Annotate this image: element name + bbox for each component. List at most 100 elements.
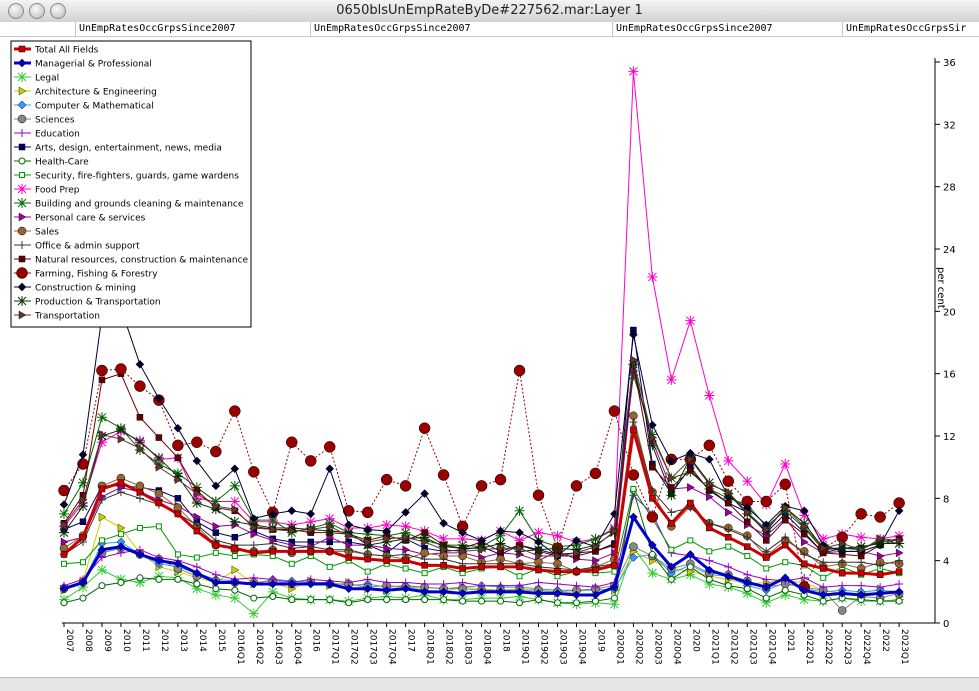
data-point	[439, 587, 448, 597]
data-point	[724, 582, 732, 590]
legend-marker	[17, 184, 27, 194]
data-point	[514, 591, 525, 602]
data-point	[134, 577, 145, 588]
column-header[interactable]: UnEmpRatesOccGrpsSince2007	[612, 22, 842, 36]
x-tick-label: 2020	[690, 629, 700, 652]
x-tick-label: 2021Q4	[766, 629, 776, 665]
data-point	[268, 509, 278, 519]
data-point	[856, 541, 867, 552]
data-point	[231, 586, 239, 594]
window-titlebar: 0650blsUnEmpRateByDe#227562.mar:Layer 1	[0, 0, 979, 23]
data-point	[572, 599, 580, 607]
data-point	[380, 473, 393, 486]
column-header[interactable]: UnEmpRatesOccGrpsSince2007	[310, 22, 540, 36]
data-point	[154, 556, 164, 566]
data-point	[98, 430, 107, 439]
data-point	[799, 506, 809, 516]
data-point	[97, 545, 107, 555]
data-point	[647, 272, 658, 283]
legend-marker	[17, 58, 27, 68]
data-point	[820, 574, 827, 581]
zoom-window-icon[interactable]	[50, 3, 66, 19]
data-point	[210, 589, 221, 600]
legend-marker	[18, 143, 26, 151]
legend-label: Transportation	[34, 312, 100, 322]
column-header[interactable]: UnEmpRatesOccGrpsSir	[842, 22, 979, 36]
data-point	[421, 570, 428, 577]
data-point	[363, 525, 373, 534]
data-point	[268, 539, 277, 548]
data-point	[857, 581, 866, 590]
data-point	[288, 560, 295, 567]
data-point	[459, 546, 467, 556]
data-point	[762, 594, 770, 602]
data-point	[876, 561, 885, 570]
data-point	[629, 330, 638, 340]
data-point	[364, 537, 373, 547]
data-point	[687, 483, 695, 492]
x-tick-label: 2019Q4	[576, 629, 586, 665]
data-point	[420, 555, 429, 564]
data-point	[668, 520, 675, 527]
data-point	[174, 454, 182, 462]
data-point	[706, 524, 713, 532]
data-point	[571, 544, 582, 555]
data-point	[288, 526, 297, 536]
data-point	[800, 573, 809, 582]
data-point	[98, 376, 106, 384]
column-header[interactable]: UnEmpRatesOccGrpsSince2007	[75, 22, 310, 36]
data-point	[801, 522, 809, 531]
close-window-icon[interactable]	[8, 3, 24, 19]
legend-marker	[17, 296, 27, 306]
data-point	[457, 543, 468, 554]
data-point	[515, 587, 524, 597]
minimize-window-icon[interactable]	[29, 3, 45, 19]
data-point	[324, 518, 335, 529]
data-point	[780, 459, 791, 470]
data-point	[761, 597, 772, 608]
data-point	[154, 489, 164, 498]
data-point	[589, 467, 602, 480]
data-point	[706, 479, 714, 489]
data-point	[229, 593, 240, 604]
data-point	[592, 566, 599, 574]
data-point	[193, 489, 202, 499]
data-point	[79, 594, 87, 602]
data-point	[722, 475, 735, 487]
x-tick-label: 2017Q3	[368, 629, 378, 665]
legend-marker	[18, 212, 27, 222]
data-point	[855, 508, 867, 520]
x-tick-label: 2021Q3	[747, 629, 757, 665]
data-point	[895, 536, 904, 545]
data-point	[818, 533, 829, 544]
data-point	[79, 495, 88, 505]
status-bar	[0, 677, 979, 691]
legend-marker	[18, 45, 26, 53]
data-point	[687, 499, 694, 507]
legend-label: Farming, Fishing & Forestry	[35, 270, 158, 280]
data-point	[648, 540, 657, 550]
data-point	[687, 467, 694, 474]
data-point	[742, 476, 753, 487]
data-point	[457, 533, 468, 544]
data-point	[229, 480, 240, 491]
data-point	[494, 473, 507, 486]
data-point	[116, 542, 126, 551]
x-tick-label: 2018Q4	[482, 629, 492, 665]
legend-label: Computer & Mathematical	[35, 102, 154, 112]
data-point	[857, 558, 866, 567]
data-point	[630, 485, 637, 492]
data-point	[570, 480, 583, 492]
data-point	[743, 570, 752, 579]
legend-label: Managerial & Professional	[35, 60, 152, 70]
data-point	[193, 512, 202, 522]
data-point	[135, 359, 145, 369]
legend-label: Natural resources, construction & mainte…	[35, 256, 249, 266]
data-point	[60, 537, 69, 547]
legend-marker	[18, 310, 27, 320]
data-point	[230, 464, 240, 474]
data-point	[362, 540, 373, 551]
x-tick-label: 2012	[159, 629, 169, 652]
data-point	[250, 594, 258, 602]
x-tick-label: 2018Q3	[463, 629, 473, 665]
